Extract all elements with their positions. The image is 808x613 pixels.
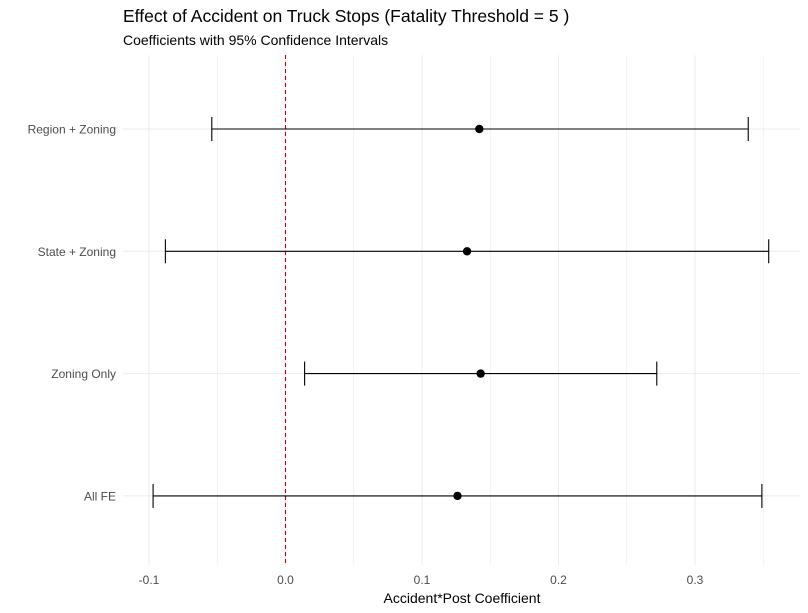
y-tick-label: Zoning Only	[51, 367, 116, 381]
x-tick-label: 0.2	[550, 573, 567, 587]
y-tick-label: Region + Zoning	[28, 123, 116, 137]
chart-subtitle: Coefficients with 95% Confidence Interva…	[123, 32, 389, 48]
y-tick-label: All FE	[84, 489, 116, 503]
coefficient-point	[453, 491, 462, 501]
coefficient-point	[476, 369, 485, 378]
x-tick-label: 0.1	[414, 573, 431, 587]
y-tick-label: State + Zoning	[38, 245, 116, 259]
x-tick-label: 0.0	[277, 573, 294, 587]
chart-title: Effect of Accident on Truck Stops (Fatal…	[123, 6, 570, 26]
coefficient-point	[462, 247, 472, 256]
x-tick-label: -0.1	[139, 573, 160, 587]
y-axis-ticks: Region + Zoning State + Zoning Zoning Only…	[28, 123, 116, 504]
estimate-marks	[152, 117, 770, 508]
x-axis-ticks: -0.1 0.0 0.1 0.2 0.3	[139, 573, 704, 587]
grid-lines	[123, 55, 800, 565]
x-tick-label: 0.3	[687, 573, 704, 587]
x-axis-title: Accident*Post Coefficient	[384, 590, 541, 606]
coefficient-point	[475, 124, 484, 134]
